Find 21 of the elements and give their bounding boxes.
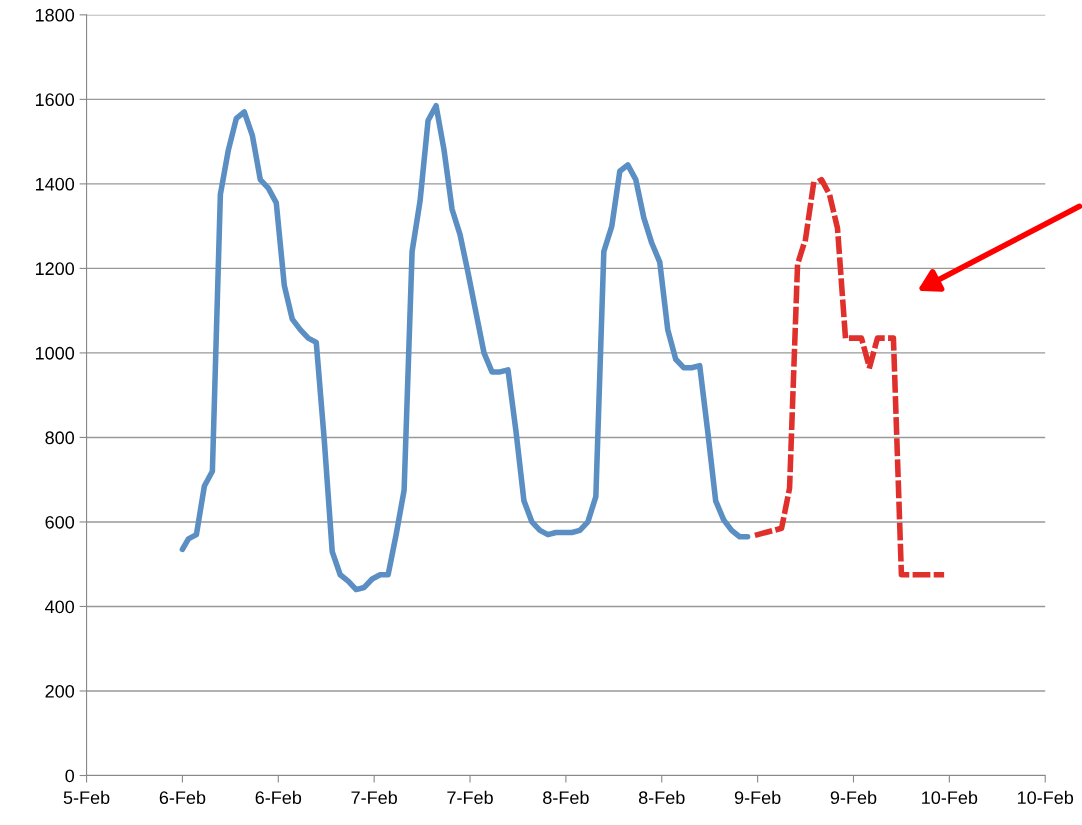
- y-tick-label: 1000: [35, 346, 75, 360]
- x-tick-label: 7-Feb: [447, 790, 493, 805]
- y-tick-label: 600: [45, 515, 75, 529]
- x-tick-label: 7-Feb: [351, 790, 397, 805]
- y-tick-label: 1400: [35, 177, 75, 191]
- x-tick-label: 5-Feb: [63, 790, 110, 805]
- x-tick-label: 10-Feb: [922, 790, 978, 805]
- y-tick-label: 1600: [35, 93, 75, 107]
- x-tick-label: 6-Feb: [159, 790, 206, 805]
- y-tick-label: 1800: [35, 8, 75, 22]
- y-tick-label: 400: [45, 600, 75, 614]
- y-tick-label: 1200: [35, 262, 75, 276]
- y-tick-label: 0: [65, 769, 75, 783]
- x-tick-label: 9-Feb: [734, 790, 781, 805]
- x-tick-label: 8-Feb: [543, 790, 589, 805]
- x-tick-label: 8-Feb: [638, 790, 685, 805]
- x-tick-label: 9-Feb: [830, 790, 877, 805]
- x-tick-label: 6-Feb: [255, 790, 302, 805]
- y-tick-label: 800: [45, 431, 75, 445]
- x-tick-label: 10-Feb: [1017, 790, 1074, 805]
- y-tick-label: 200: [45, 684, 75, 698]
